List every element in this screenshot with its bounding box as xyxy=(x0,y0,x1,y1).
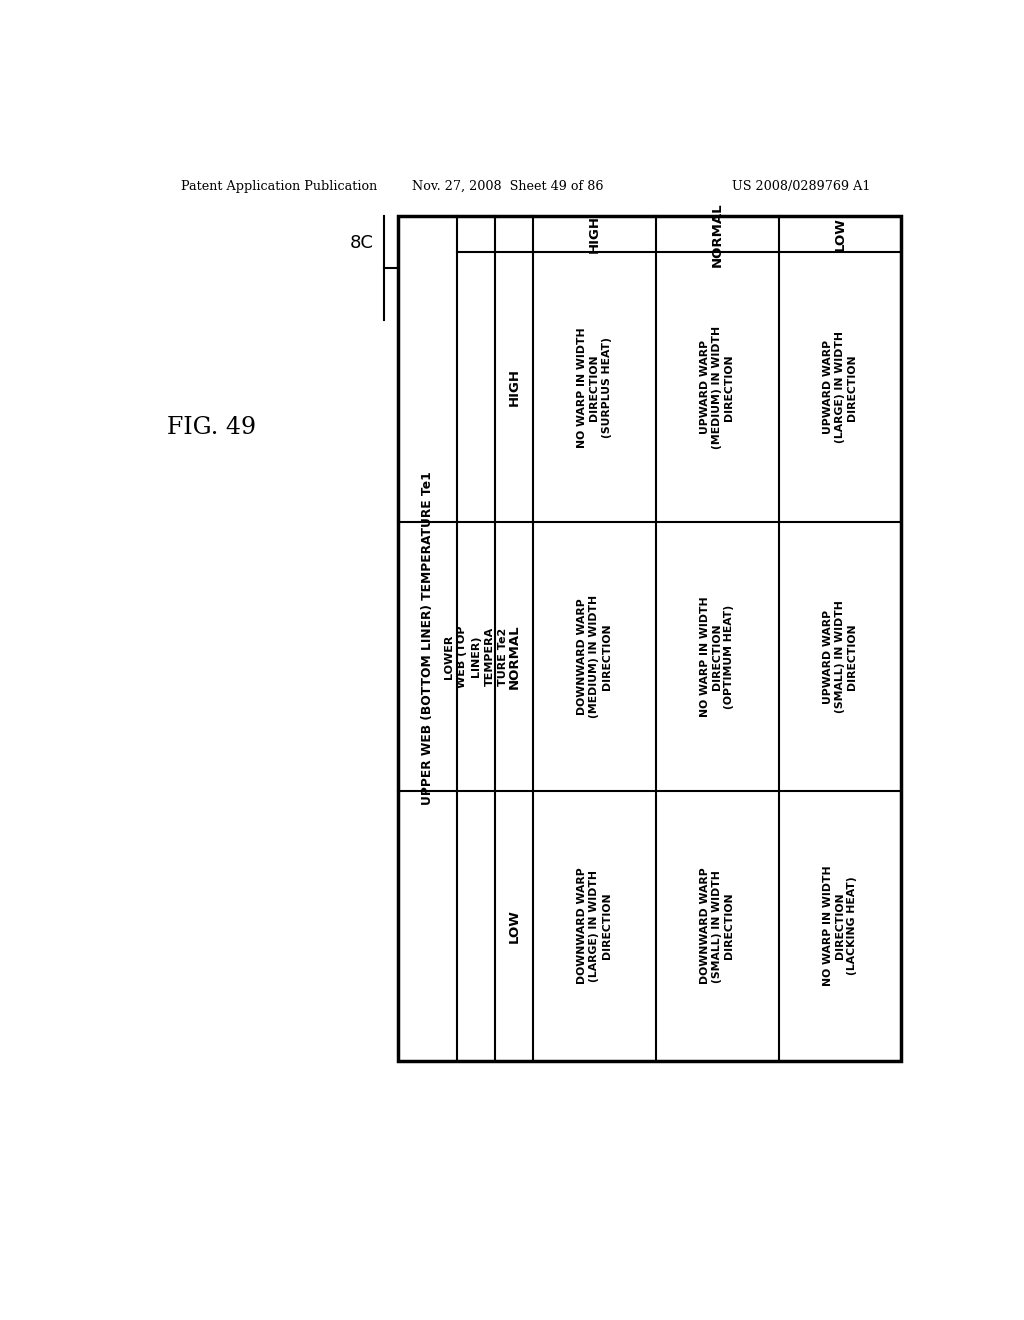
Text: NORMAL: NORMAL xyxy=(507,624,520,689)
Text: UPWARD WARP
(SMALL) IN WIDTH
DIRECTION: UPWARD WARP (SMALL) IN WIDTH DIRECTION xyxy=(822,601,857,713)
Text: LOW: LOW xyxy=(834,218,847,251)
Text: DOWNWARD WARP
(SMALL) IN WIDTH
DIRECTION: DOWNWARD WARP (SMALL) IN WIDTH DIRECTION xyxy=(699,867,734,985)
Text: NO WARP IN WIDTH
DIRECTION
(LACKING HEAT): NO WARP IN WIDTH DIRECTION (LACKING HEAT… xyxy=(822,866,857,986)
Text: DOWNWARD WARP
(LARGE) IN WIDTH
DIRECTION: DOWNWARD WARP (LARGE) IN WIDTH DIRECTION xyxy=(577,867,611,985)
Text: FIG. 49: FIG. 49 xyxy=(167,416,256,440)
Text: NO WARP IN WIDTH
DIRECTION
(OPTIMUM HEAT): NO WARP IN WIDTH DIRECTION (OPTIMUM HEAT… xyxy=(699,597,734,717)
Text: NORMAL: NORMAL xyxy=(711,202,724,267)
Text: HIGH: HIGH xyxy=(588,215,601,253)
Text: Patent Application Publication: Patent Application Publication xyxy=(180,180,377,193)
Text: LOWER
WEB (TOP
LINER)
TEMPERA
TURE Te2: LOWER WEB (TOP LINER) TEMPERA TURE Te2 xyxy=(443,626,508,688)
Text: HIGH: HIGH xyxy=(507,368,520,407)
Text: UPWARD WARP
(MEDIUM) IN WIDTH
DIRECTION: UPWARD WARP (MEDIUM) IN WIDTH DIRECTION xyxy=(699,326,734,449)
Text: NO WARP IN WIDTH
DIRECTION
(SURPLUS HEAT): NO WARP IN WIDTH DIRECTION (SURPLUS HEAT… xyxy=(577,327,611,447)
Text: DOWNWARD WARP
(MEDIUM) IN WIDTH
DIRECTION: DOWNWARD WARP (MEDIUM) IN WIDTH DIRECTIO… xyxy=(577,595,611,718)
Text: Nov. 27, 2008  Sheet 49 of 86: Nov. 27, 2008 Sheet 49 of 86 xyxy=(412,180,603,193)
Text: 8C: 8C xyxy=(350,234,374,252)
Text: US 2008/0289769 A1: US 2008/0289769 A1 xyxy=(732,180,870,193)
Text: UPWARD WARP
(LARGE) IN WIDTH
DIRECTION: UPWARD WARP (LARGE) IN WIDTH DIRECTION xyxy=(822,331,857,444)
Text: UPPER WEB (BOTTOM LINER) TEMPERATURE Te1: UPPER WEB (BOTTOM LINER) TEMPERATURE Te1 xyxy=(421,471,434,805)
Text: LOW: LOW xyxy=(507,909,520,942)
Bar xyxy=(397,216,901,1061)
